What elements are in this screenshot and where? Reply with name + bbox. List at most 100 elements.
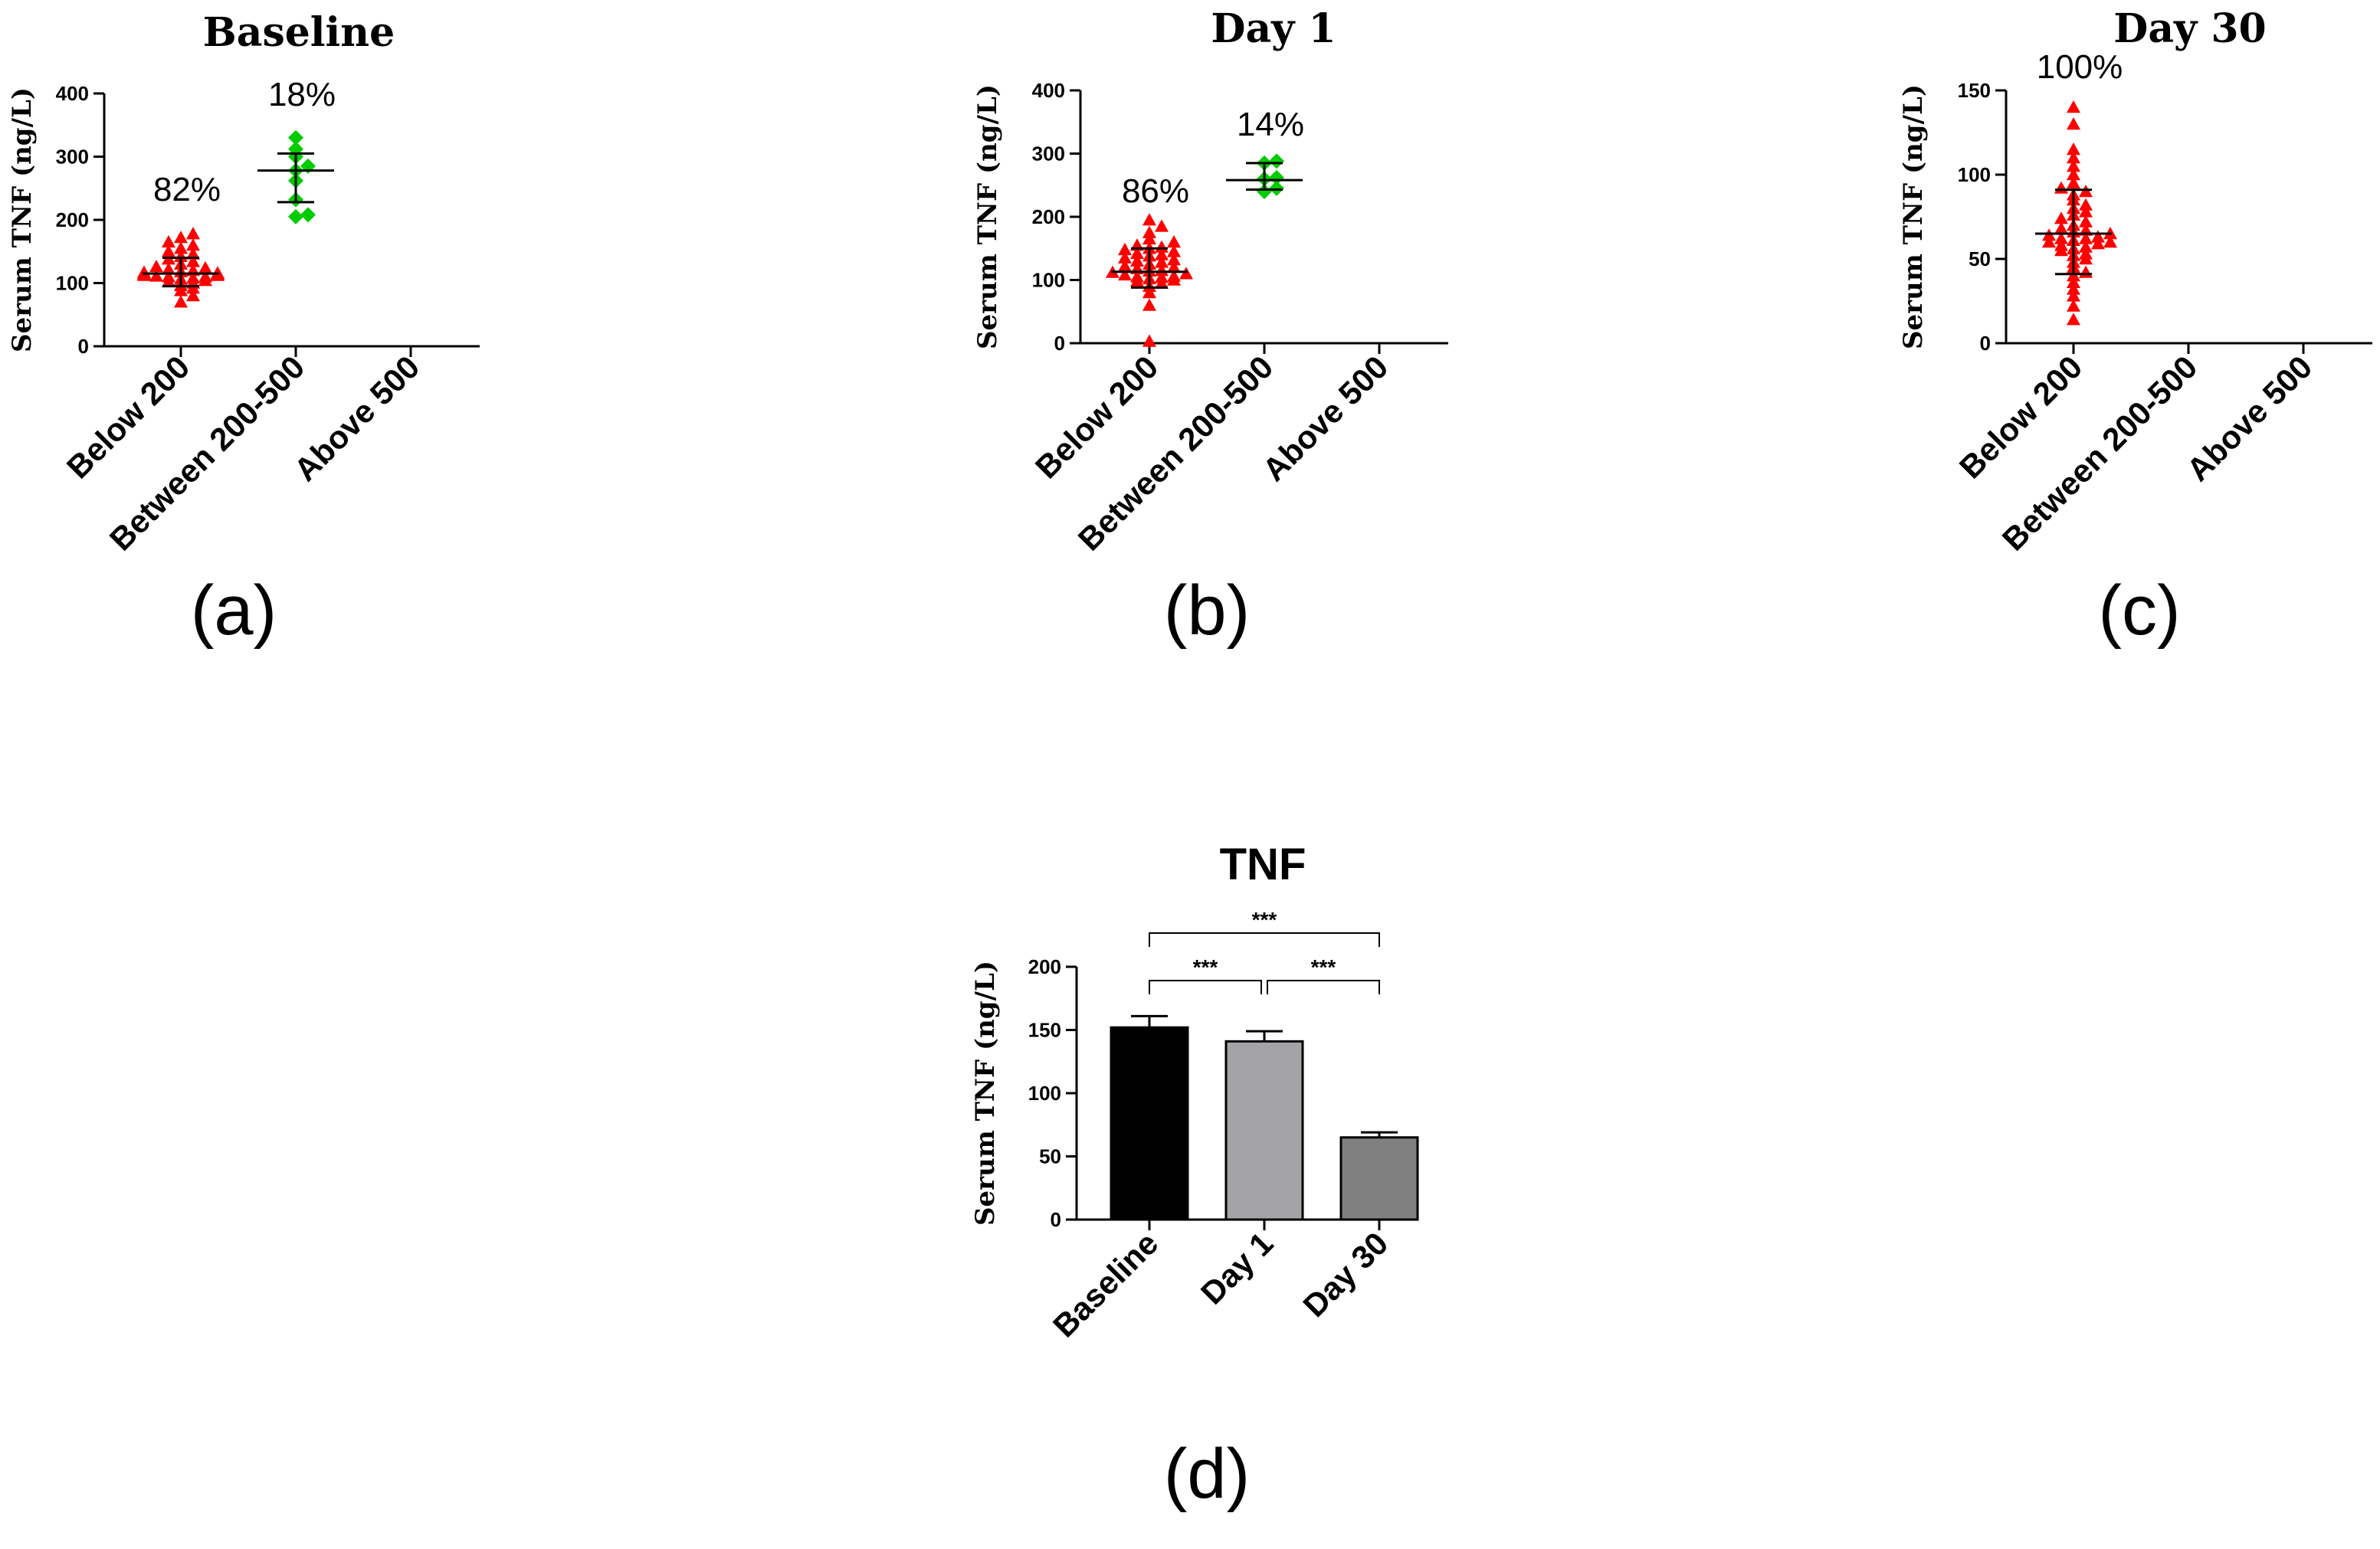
chart-title: Day 30 (2113, 5, 2266, 52)
data-point-triangle (162, 270, 175, 283)
data-point-triangle (137, 265, 151, 278)
bar (1110, 1026, 1189, 1221)
data-point-triangle (1142, 334, 1156, 347)
significance-label: *** (1252, 908, 1277, 932)
x-category-label: Day 1 (1194, 1225, 1280, 1311)
data-point-triangle (1167, 260, 1181, 273)
y-tick-label: 100 (1028, 1082, 1061, 1105)
percent-label: 18% (268, 76, 336, 113)
data-point-triangle (2054, 211, 2068, 224)
y-tick-label: 0 (1051, 1208, 1061, 1231)
panel-label: (b) (1164, 571, 1250, 650)
data-point-triangle (1155, 240, 1169, 253)
data-point-triangle (2079, 247, 2093, 260)
x-category-label: Day 30 (1296, 1225, 1395, 1324)
y-tick-label: 200 (1028, 955, 1061, 978)
y-tick-label: 200 (1032, 205, 1065, 228)
data-point-triangle (1118, 267, 1132, 281)
y-tick-label: 0 (1054, 332, 1065, 355)
percent-label: 14% (1237, 106, 1304, 143)
x-category-label: Between 200-500 (1071, 349, 1280, 558)
data-point-triangle (1142, 298, 1156, 311)
data-point-triangle (186, 254, 200, 267)
data-point-triangle (186, 238, 200, 251)
data-point-triangle (162, 262, 175, 275)
data-point-triangle (186, 270, 200, 284)
x-category-label: Between 200-500 (103, 349, 312, 558)
data-point-triangle (198, 270, 212, 283)
y-tick-label: 100 (56, 272, 89, 295)
data-point-triangle (2067, 313, 2080, 326)
data-point-triangle (1142, 213, 1156, 226)
panel-label: (d) (1164, 1435, 1250, 1513)
y-tick-label: 300 (1032, 142, 1065, 165)
significance-bracket (1149, 980, 1262, 994)
data-point-triangle (1130, 270, 1144, 283)
data-point-triangle (2067, 275, 2080, 288)
data-point-triangle (2067, 176, 2080, 189)
data-point-diamond (1257, 184, 1272, 199)
data-point-triangle (2079, 240, 2093, 253)
x-category-label: Above 500 (2180, 349, 2319, 488)
y-tick-label: 400 (1032, 79, 1065, 102)
data-point-triangle (2054, 238, 2068, 251)
data-point-triangle (174, 295, 188, 308)
panel-d-bar: TNF 0 50 100 150 200 Baseline Day 1 Day 30 Serum … (970, 840, 1419, 1513)
data-point-triangle (1130, 246, 1144, 260)
data-point-triangle (174, 231, 188, 244)
data-point-diamond (1269, 169, 1284, 185)
percent-label: 100% (2037, 48, 2123, 86)
data-point-triangle (211, 266, 225, 279)
y-tick-label: 300 (56, 146, 89, 169)
percent-label: 82% (153, 171, 221, 208)
data-point-triangle (2067, 117, 2080, 130)
data-point-triangle (2054, 181, 2068, 194)
data-point-triangle (1142, 225, 1156, 238)
data-point-triangle (149, 260, 163, 273)
percent-label: 86% (1122, 172, 1189, 210)
data-point-triangle (2079, 205, 2093, 218)
y-axis-label: Serum TNF (ng/L) (1898, 84, 1929, 349)
data-point-triangle (198, 260, 212, 273)
y-tick-label: 0 (1980, 332, 1991, 355)
y-tick-label: 50 (1039, 1145, 1061, 1168)
data-point-triangle (2067, 289, 2080, 302)
data-point-triangle (2091, 230, 2105, 243)
data-point-triangle (186, 247, 200, 260)
y-tick-label: 400 (56, 82, 89, 105)
data-point-triangle (1118, 259, 1132, 272)
data-point-triangle (1155, 219, 1169, 232)
data-point-triangle (174, 241, 188, 254)
data-point-triangle (149, 269, 163, 282)
y-tick-label: 200 (56, 208, 89, 231)
data-point-triangle (2067, 168, 2080, 181)
data-point-triangle (1118, 242, 1132, 256)
y-axis-label: Serum TNF (ng/L) (7, 87, 38, 352)
data-point-triangle (1167, 244, 1181, 257)
y-tick-label: 100 (1032, 269, 1065, 292)
data-point-triangle (1167, 253, 1181, 266)
chart-title: Baseline (203, 9, 395, 56)
data-point-triangle (2079, 215, 2093, 228)
significance-bracket (1267, 980, 1380, 994)
panel-label: (c) (2098, 571, 2180, 650)
data-point-triangle (2067, 282, 2080, 295)
y-tick-label: 150 (1028, 1019, 1061, 1042)
data-point-triangle (2079, 198, 2093, 211)
data-point-triangle (2103, 235, 2117, 248)
x-category-label: Baseline (1046, 1225, 1165, 1344)
data-point-triangle (1130, 254, 1144, 267)
chart-title: TNF (1220, 840, 1306, 889)
data-point-diamond (1269, 153, 1284, 169)
data-point-triangle (2042, 235, 2056, 248)
data-point-triangle (1155, 270, 1169, 283)
data-point-triangle (2054, 221, 2068, 234)
y-axis-label: Serum TNF (ng/L) (972, 84, 1003, 349)
y-tick-label: 150 (1958, 79, 1991, 102)
x-category-label: Above 500 (1256, 349, 1395, 488)
bar (1339, 1136, 1419, 1221)
data-point-triangle (1142, 286, 1156, 299)
data-point-triangle (2067, 142, 2080, 156)
